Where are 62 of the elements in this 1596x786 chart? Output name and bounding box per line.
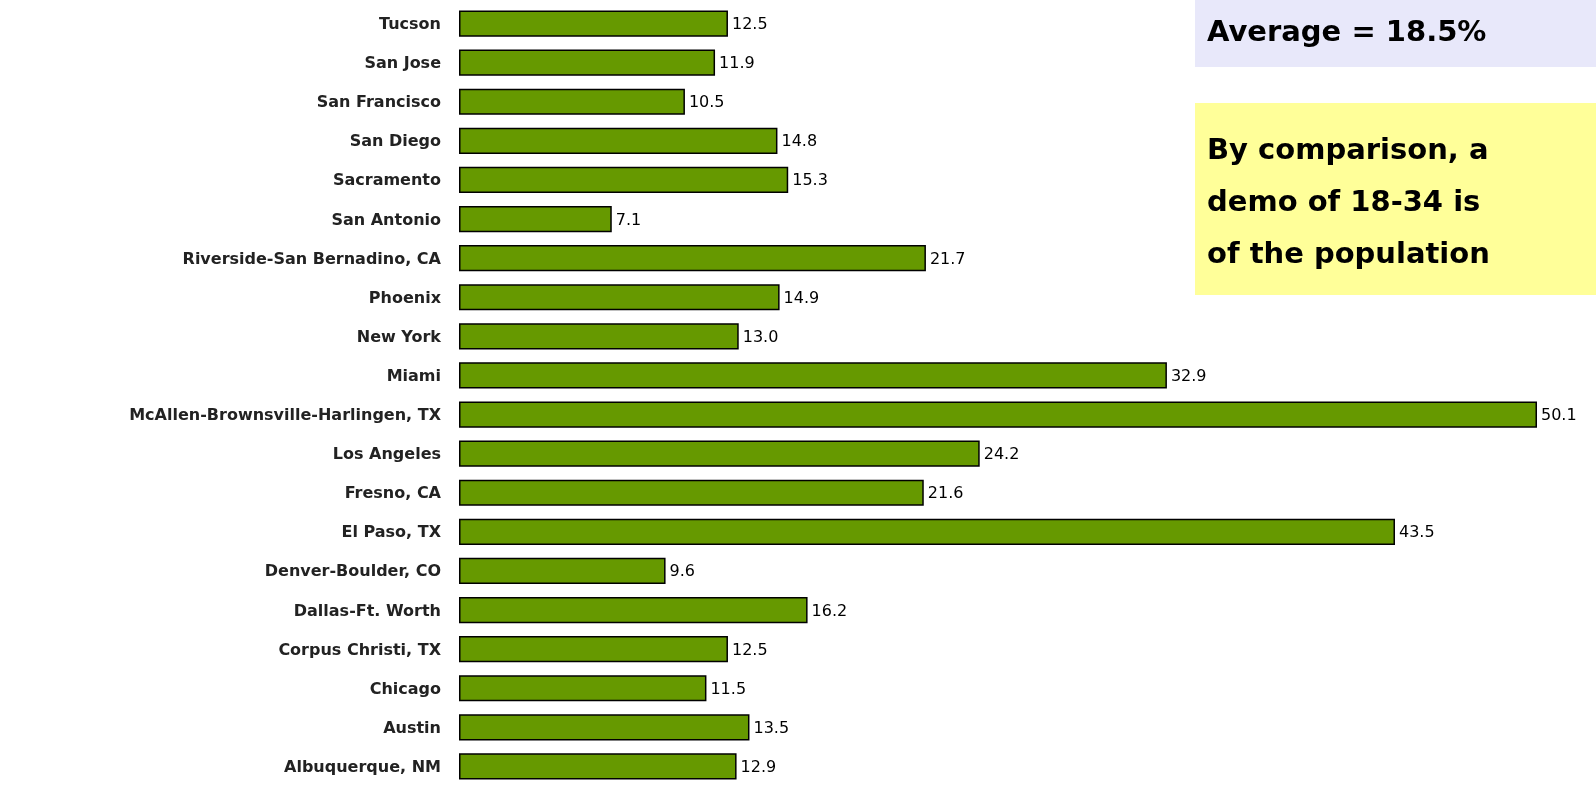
y-tick-label: Corpus Christi, TX: [278, 639, 442, 659]
data-label: 14.9: [783, 287, 820, 307]
bar: [459, 88, 685, 115]
y-tick-label: San Francisco: [316, 92, 442, 112]
bar: [459, 753, 737, 780]
bar: [459, 714, 750, 741]
data-label: 7.1: [615, 209, 642, 229]
data-label: 12.9: [740, 756, 777, 776]
y-tick-label: Albuquerque, NM: [284, 756, 441, 776]
bar: [459, 49, 716, 76]
y-tick-label: Dallas-Ft. Worth: [293, 600, 441, 620]
note-panel: Average = 18.5%: [1195, 0, 1596, 67]
data-label: 50.1: [1541, 405, 1577, 425]
data-label: 21.6: [927, 483, 964, 503]
data-label: 12.5: [731, 14, 768, 34]
bar: [459, 10, 728, 37]
y-tick-label: San Antonio: [331, 209, 442, 229]
bar: [459, 205, 612, 233]
bar: [459, 401, 1537, 428]
data-label: 24.2: [983, 444, 1020, 464]
data-label: 9.6: [669, 561, 696, 581]
y-tick-label: Denver-Boulder, CO: [264, 561, 441, 581]
y-tick-label: El Paso, TX: [341, 522, 442, 542]
y-tick-label: Austin: [383, 717, 441, 737]
y-tick-label: Chicago: [369, 678, 442, 698]
data-label: 16.2: [811, 600, 848, 620]
bar: [459, 479, 924, 506]
data-label: 11.5: [710, 678, 747, 698]
data-label: 13.5: [753, 717, 790, 737]
data-label: 11.9: [719, 53, 755, 73]
y-tick-label: New York: [356, 326, 442, 346]
bar: [459, 440, 980, 467]
note-panel: By comparison, a demo of 18-34 is of the population: [1195, 103, 1596, 295]
y-tick-label: McAllen-Brownsville-Harlingen, TX: [129, 405, 442, 425]
bar: [459, 675, 707, 702]
data-label: 43.5: [1398, 522, 1435, 542]
bar: [459, 518, 1395, 545]
data-label: 14.8: [781, 131, 818, 151]
data-label: 32.9: [1170, 365, 1207, 385]
y-tick-label: Phoenix: [368, 287, 442, 307]
bar: [459, 284, 780, 311]
bar: [459, 362, 1167, 389]
bar: [459, 323, 739, 350]
y-tick-label: Sacramento: [332, 170, 442, 190]
y-tick-label: San Diego: [349, 131, 442, 151]
bar: [459, 166, 789, 194]
bar: [459, 636, 728, 663]
bar: [459, 557, 666, 585]
y-tick-label: Los Angeles: [332, 444, 441, 464]
data-label: 21.7: [929, 248, 966, 268]
bar: [459, 127, 778, 154]
bar: [459, 596, 808, 624]
data-label: 12.5: [731, 639, 768, 659]
y-tick-label: Riverside-San Bernadino, CA: [182, 248, 442, 268]
data-label: 13.0: [742, 326, 779, 346]
data-label: 10.5: [688, 92, 725, 112]
bar: [459, 245, 926, 272]
y-tick-label: Miami: [386, 365, 441, 385]
y-tick-label: San Jose: [364, 53, 442, 73]
data-label: 15.3: [792, 170, 828, 190]
y-tick-label: Tucson: [379, 14, 441, 34]
y-tick-label: Fresno, CA: [344, 483, 442, 503]
